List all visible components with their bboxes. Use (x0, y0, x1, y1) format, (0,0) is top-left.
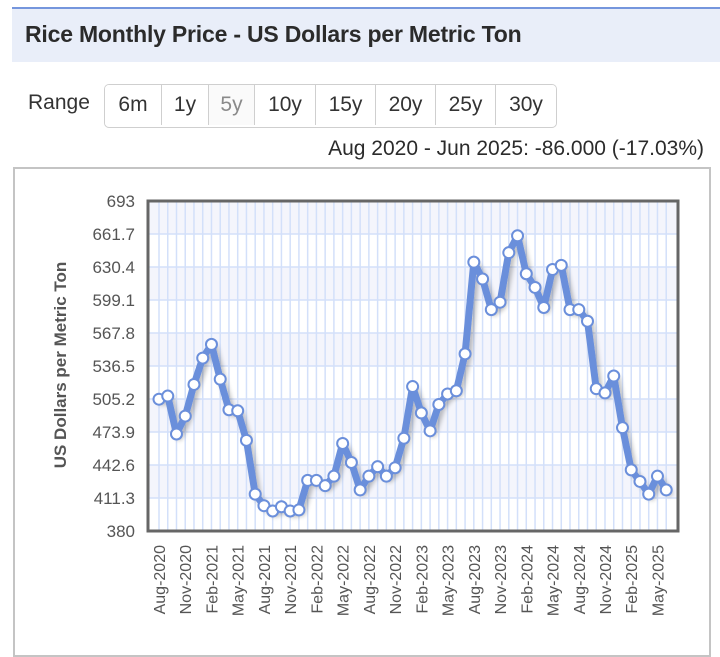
data-point[interactable]: Jun-2022: 445 (344, 455, 358, 469)
data-point[interactable]: Jul-2023: 548 (458, 347, 472, 361)
y-tick-label: 473.9 (92, 423, 135, 442)
x-tick-label: Feb-2022 (309, 545, 326, 614)
data-point[interactable]: Sep-2023: 619 (476, 272, 490, 286)
data-point[interactable]: Apr-2025: 415 (642, 487, 656, 501)
price-series: Aug-2020: 505Sep-2020: 508Oct-2020: 472N… (152, 229, 673, 518)
data-point[interactable]: Nov-2022: 440 (388, 461, 402, 475)
data-point[interactable]: Dec-2023: 644 (502, 246, 516, 260)
y-tick-label: 380 (107, 522, 135, 541)
x-tick-label: Feb-2025 (624, 545, 641, 614)
y-tick-label: 630.4 (92, 258, 135, 277)
data-point[interactable]: Dec-2021: 400 (292, 503, 306, 517)
data-point[interactable]: Jan-2024: 660 (511, 229, 525, 243)
data-point[interactable]: Sep-2024: 579 (581, 314, 595, 328)
x-tick-label: Nov-2021 (283, 545, 300, 614)
page-title: Rice Monthly Price - US Dollars per Metr… (25, 21, 522, 47)
y-tick-label: 661.7 (92, 225, 135, 244)
y-tick-label: 411.3 (94, 489, 135, 508)
data-point[interactable]: Apr-2023: 500 (432, 397, 446, 411)
data-point[interactable]: May-2021: 494 (231, 404, 245, 418)
x-tick-label: Feb-2024 (519, 545, 536, 614)
data-point[interactable]: Jun-2024: 632 (554, 258, 568, 272)
range-button-30y[interactable]: 30y (496, 85, 556, 125)
x-tick-label: Aug-2023 (467, 545, 484, 614)
y-axis-title: US Dollars per Metric Ton (51, 262, 70, 469)
range-button-25y[interactable]: 25y (436, 85, 496, 125)
x-tick-label: May-2025 (650, 545, 667, 616)
y-tick-label: 599.1 (92, 291, 135, 310)
data-point[interactable]: Jul-2022: 419 (353, 483, 367, 497)
data-point[interactable]: Jun-2021: 466 (239, 433, 253, 447)
x-tick-label: Nov-2023 (493, 545, 510, 614)
data-point[interactable]: Feb-2024: 624 (519, 267, 533, 281)
data-point[interactable]: Dec-2022: 468 (397, 431, 411, 445)
range-button-10y[interactable]: 10y (255, 85, 316, 125)
x-tick-label: Aug-2024 (572, 545, 589, 614)
y-tick-label: 693 (107, 192, 135, 211)
data-point[interactable]: Sep-2022: 441 (371, 460, 385, 474)
x-tick-label: May-2024 (546, 545, 563, 616)
data-point[interactable]: Nov-2023: 597 (493, 295, 507, 309)
x-tick-label: Aug-2022 (362, 545, 379, 614)
data-point[interactable]: Jan-2025: 478 (615, 421, 629, 435)
data-point[interactable]: Feb-2023: 492 (414, 406, 428, 420)
data-point[interactable]: Mar-2023: 475 (423, 424, 437, 438)
y-tick-label: 567.8 (92, 324, 135, 343)
data-point[interactable]: Apr-2022: 432 (327, 469, 341, 483)
data-point[interactable]: Jun-2023: 513 (449, 384, 463, 398)
x-tick-label: May-2023 (441, 545, 458, 616)
x-tick-label: May-2022 (336, 545, 353, 616)
data-point[interactable]: Jan-2023: 517 (406, 380, 420, 394)
data-point[interactable]: Oct-2023: 590 (484, 303, 498, 317)
range-button-5y[interactable]: 5y (209, 85, 255, 125)
data-point[interactable]: Oct-2020: 472 (169, 427, 183, 441)
data-point[interactable]: Aug-2024: 590 (572, 303, 586, 317)
data-point[interactable]: May-2022: 463 (336, 436, 350, 450)
data-point[interactable]: Jul-2021: 415 (248, 487, 262, 501)
plot-frame (146, 199, 680, 533)
x-tick-label: Aug-2020 (152, 545, 169, 614)
data-point[interactable]: Nov-2024: 511 (598, 386, 612, 400)
data-point[interactable]: Aug-2023: 635 (467, 255, 481, 269)
range-label: Range (28, 91, 90, 114)
data-point[interactable]: Oct-2022: 432 (379, 469, 393, 483)
data-point[interactable]: Mar-2024: 611 (528, 280, 542, 294)
price-change-summary: Aug 2020 - Jun 2025: -86.000 (-17.03%) (328, 137, 704, 160)
data-point[interactable]: Nov-2020: 489 (178, 409, 192, 423)
range-button-1y[interactable]: 1y (162, 85, 209, 125)
data-point[interactable]: Sep-2020: 508 (161, 389, 175, 403)
range-button-group: 6m 1y 5y 10y 15y 20y 25y 30y (104, 84, 557, 128)
data-point[interactable]: Mar-2021: 524 (213, 372, 227, 386)
data-point[interactable]: Mar-2022: 423 (318, 479, 332, 493)
x-tick-label: Feb-2021 (204, 545, 221, 614)
data-point[interactable]: Aug-2022: 432 (362, 469, 376, 483)
x-tick-label: Aug-2021 (257, 545, 274, 614)
x-tick-label: Feb-2023 (414, 545, 431, 614)
data-point[interactable]: Feb-2025: 438 (624, 463, 638, 477)
y-tick-label: 505.2 (92, 390, 135, 409)
x-tick-label: Nov-2020 (178, 545, 195, 614)
title-bar: Rice Monthly Price - US Dollars per Metr… (12, 7, 720, 62)
range-button-6m[interactable]: 6m (105, 85, 162, 125)
data-point[interactable]: Jan-2021: 544 (196, 351, 210, 365)
x-tick-label: Nov-2024 (598, 545, 615, 614)
x-tick-label: May-2021 (231, 545, 248, 616)
data-point[interactable]: Mar-2025: 427 (633, 474, 647, 488)
data-point[interactable]: Feb-2021: 557 (204, 337, 218, 351)
x-axis-ticks: Aug-2020 Nov-2020 Feb-2021 May-2021 Aug-2021… (152, 545, 667, 616)
y-tick-label: 536.5 (92, 357, 135, 376)
y-axis-ticks: 693 661.7 630.4 599.1 567.8 536.5 505.2 473.9 44… (92, 192, 135, 541)
y-tick-label: 442.6 (92, 456, 135, 475)
data-point[interactable]: Dec-2024: 527 (607, 369, 621, 383)
range-button-20y[interactable]: 20y (376, 85, 436, 125)
range-button-15y[interactable]: 15y (316, 85, 376, 125)
data-point[interactable]: Jun-2025: 419 (659, 483, 673, 497)
x-tick-label: Nov-2022 (388, 545, 405, 614)
data-point[interactable]: Dec-2020: 519 (187, 377, 201, 391)
data-point[interactable]: Apr-2024: 592 (537, 300, 551, 314)
data-point[interactable]: May-2025: 432 (650, 469, 664, 483)
